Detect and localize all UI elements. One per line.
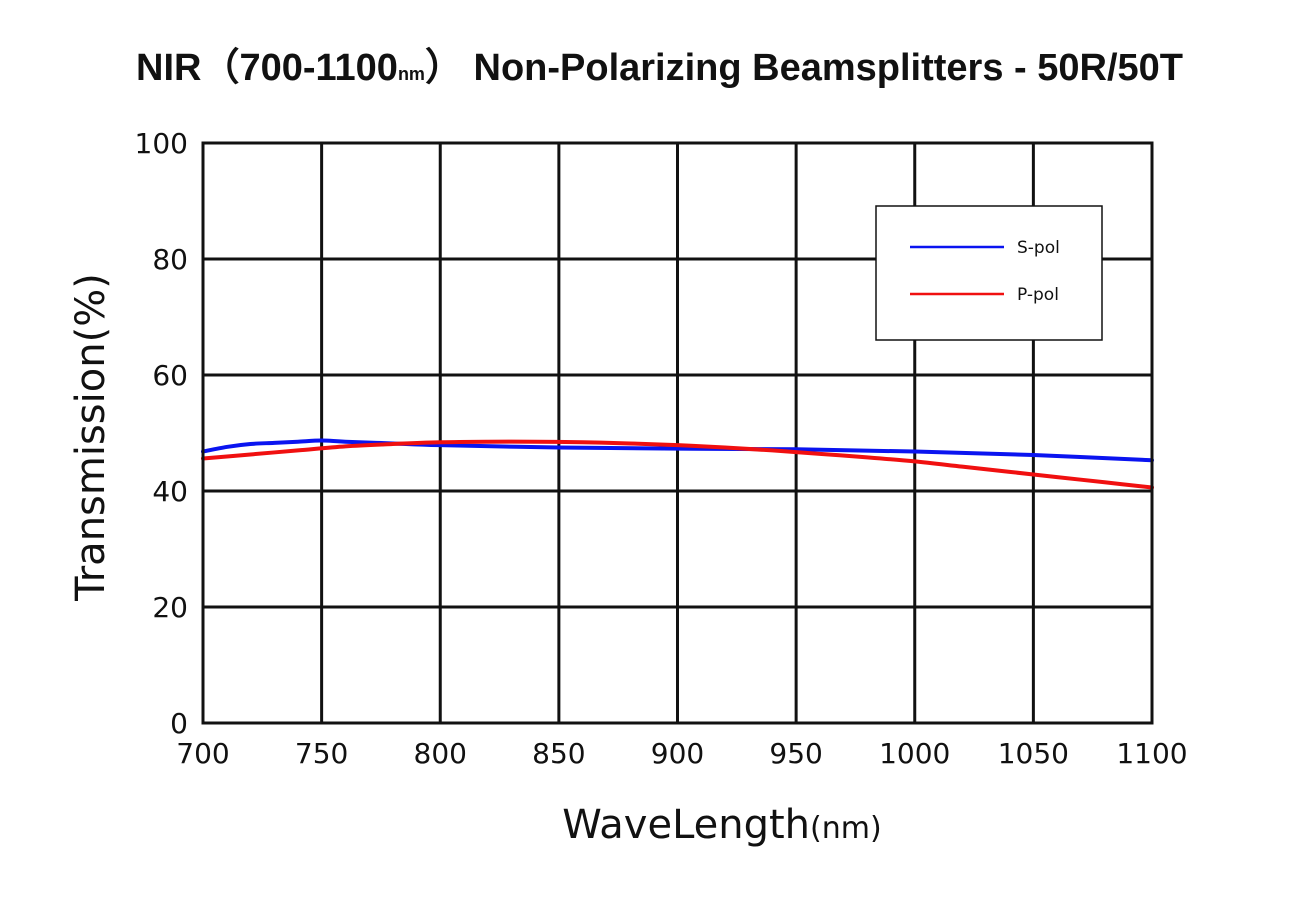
x-tick-label: 700 [176,737,229,770]
x-tick-label: 1000 [879,737,950,770]
y-tick-label: 100 [135,127,188,160]
x-tick-label: 950 [769,737,822,770]
x-tick-label: 850 [532,737,585,770]
x-axis-label-text: WaveLength [562,802,810,848]
legend: S-pol P-pol [875,205,1103,341]
chart-title-main: NIR（700-1100 [136,47,398,89]
y-tick-label: 40 [152,475,188,508]
y-tick-label: 0 [170,707,188,740]
y-tick-labels: 0 20 40 60 80 100 [135,127,188,740]
y-tick-label: 20 [152,591,188,624]
x-tick-label: 1100 [1116,737,1187,770]
x-axis-label-unit: (nm) [810,811,882,846]
x-tick-label: 900 [651,737,704,770]
legend-box [875,205,1103,341]
x-axis-label: WaveLength(nm) [562,802,881,848]
x-tick-label: 1050 [998,737,1069,770]
legend-label-s-pol: S-pol [1017,238,1060,258]
series-lines [201,438,1154,490]
series-line-s-pol [201,438,1154,463]
chart-title-rest: ） Non-Polarizing Beamsplitters - 50R/50T [425,47,1183,89]
plot-frame [201,141,1154,725]
y-tick-label: 60 [152,359,188,392]
x-tick-labels: 700 750 800 850 900 950 1000 1050 1100 [176,737,1187,770]
chart-title: NIR（700-1100nm） Non-Polarizing Beamsplit… [136,47,1183,89]
y-axis-label: Transmission(%) [68,273,114,602]
y-tick-label: 80 [152,243,188,276]
x-tick-label: 800 [414,737,467,770]
legend-label-p-pol: P-pol [1017,285,1059,305]
x-tick-label: 750 [295,737,348,770]
series-line-p-pol [201,439,1154,490]
legend-items: S-pol P-pol [910,238,1060,305]
chart-title-unit: nm [398,64,425,84]
